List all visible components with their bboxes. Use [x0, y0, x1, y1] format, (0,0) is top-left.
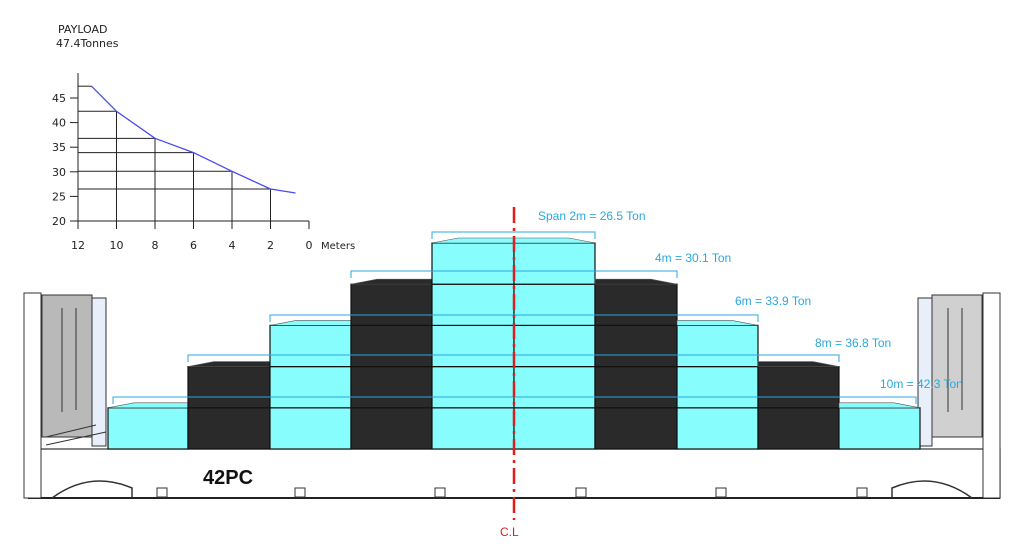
- cargo-stacks: [107, 237, 921, 450]
- y-tick-label: 20: [52, 215, 66, 228]
- left-end-wall: [23, 292, 107, 499]
- span-label: 8m = 36.8 Ton: [815, 336, 891, 350]
- right-end-wall: [917, 292, 1001, 499]
- y-tick-label: 40: [52, 117, 66, 130]
- cargo-block-top: [431, 237, 515, 244]
- span-label: Span 2m = 26.5 Ton: [538, 209, 646, 223]
- span-label: 10m = 42.3 Ton: [880, 377, 963, 391]
- span-label: 4m = 30.1 Ton: [655, 251, 731, 265]
- left-forklift-pocket: [51, 480, 133, 499]
- cargo-block-black: [187, 366, 271, 409]
- cargo-block-black: [594, 324, 678, 368]
- lashing-fitting: [434, 487, 446, 498]
- x-tick-label: 10: [110, 239, 124, 252]
- cargo-block-black: [187, 407, 271, 450]
- cargo-block-top: [269, 320, 352, 326]
- x-axis-label: Meters: [321, 241, 355, 252]
- cargo-block-black: [350, 283, 433, 327]
- lashing-fitting: [715, 487, 727, 498]
- cargo-block-cyan: [513, 324, 596, 368]
- y-tick-label: 30: [52, 166, 66, 179]
- cargo-block-cyan: [431, 242, 515, 285]
- cargo-block-cyan: [431, 283, 515, 327]
- cargo-block-cyan: [513, 366, 596, 409]
- x-tick-label: 12: [71, 239, 85, 252]
- span-brackets: Span 2m = 26.5 Ton 4m = 30.1 Ton 6m = 33.9…: [112, 209, 963, 404]
- cargo-block-cyan: [676, 407, 759, 450]
- cargo-block-top: [107, 402, 189, 409]
- cargo-block-cyan: [431, 324, 515, 368]
- cargo-block-black: [594, 407, 678, 450]
- x-tick-label: 6: [190, 239, 197, 252]
- span-label: 6m = 33.9 Ton: [735, 294, 811, 308]
- cargo-block-cyan: [269, 324, 352, 368]
- lashing-fitting: [856, 487, 868, 498]
- cargo-block-cyan: [513, 283, 596, 327]
- lashing-fitting: [156, 487, 168, 498]
- cargo-block-black: [757, 407, 840, 450]
- right-forklift-pocket: [891, 480, 973, 499]
- y-tick-label: 45: [52, 92, 66, 105]
- lashing-fitting: [294, 487, 306, 498]
- cargo-block-cyan: [431, 407, 515, 450]
- cargo-block-top: [838, 402, 921, 409]
- cargo-block-cyan: [838, 407, 921, 450]
- cargo-block-top: [676, 320, 759, 326]
- y-tick-label: 25: [52, 190, 66, 203]
- x-tick-label: 4: [229, 239, 236, 252]
- span-bracket: [431, 231, 596, 239]
- cargo-block-black: [594, 283, 678, 327]
- cargo-block-black: [350, 407, 433, 450]
- cargo-block-top: [513, 237, 596, 244]
- cargo-block-black: [757, 366, 840, 409]
- y-tick-label: 35: [52, 141, 66, 154]
- cargo-block-cyan: [269, 407, 352, 450]
- cargo-block-cyan: [431, 366, 515, 409]
- cargo-block-black: [350, 366, 433, 409]
- cargo-block-cyan: [513, 407, 596, 450]
- cargo-block-cyan: [676, 366, 759, 409]
- cargo-block-top: [757, 361, 840, 367]
- payload-value: 47.4Tonnes: [56, 37, 119, 50]
- cargo-block-top: [350, 278, 433, 285]
- payload-label: PAYLOAD: [58, 23, 108, 36]
- centerline-label: C.L: [500, 525, 519, 539]
- cargo-block-cyan: [513, 242, 596, 285]
- lashing-fitting: [575, 487, 587, 498]
- payload-curve: [91, 85, 296, 194]
- cargo-block-top: [187, 361, 271, 367]
- cargo-block-top: [594, 278, 678, 285]
- cargo-block-black: [350, 324, 433, 368]
- cargo-block-cyan: [269, 366, 352, 409]
- cargo-block-cyan: [107, 407, 189, 450]
- x-tick-label: 2: [267, 239, 274, 252]
- container-model-label: 42PC: [203, 467, 253, 489]
- cargo-block-cyan: [676, 324, 759, 368]
- cargo-block-black: [594, 366, 678, 409]
- x-tick-label: 0: [306, 239, 313, 252]
- x-tick-label: 8: [152, 239, 159, 252]
